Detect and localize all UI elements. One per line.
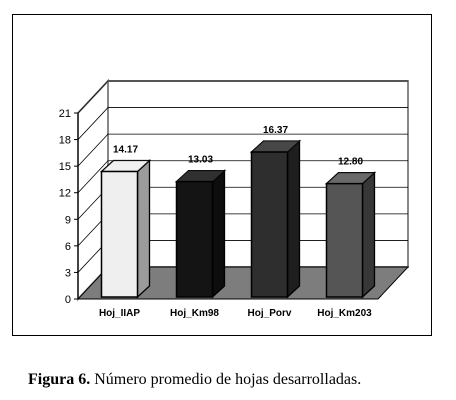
gridline <box>77 107 408 140</box>
bar-hoj-km98: 13.03 <box>174 155 227 299</box>
caption-text: Número promedio de hojas desarrolladas. <box>94 371 362 388</box>
bar-top-highlight <box>176 170 225 182</box>
x-tick-label: Hoj_Porv <box>248 308 292 319</box>
y-tick-label: 18 <box>59 135 71 147</box>
gridline <box>77 80 408 114</box>
chart-frame: 0 3 6 9 12 15 18 21 14.17 Hoj_IIAP 13.03 Hoj_Km98 16… <box>12 14 432 336</box>
data-label: 16.37 <box>263 125 288 136</box>
y-tick-label: 6 <box>65 241 71 253</box>
bar-side-shade <box>287 141 300 297</box>
bar-side-shade <box>137 160 150 297</box>
data-label: 13.03 <box>188 155 213 166</box>
x-tick-label: Hoj_Km203 <box>317 308 372 319</box>
y-tick-label: 3 <box>65 267 71 279</box>
bar-front <box>325 182 364 298</box>
bar-chart: 0 3 6 9 12 15 18 21 14.17 Hoj_IIAP 13.03 Hoj_Km98 16… <box>59 78 410 319</box>
x-tick-label: Hoj_IIAP <box>99 308 140 319</box>
x-tick-label: Hoj_Km98 <box>170 308 219 319</box>
data-label: 12.80 <box>338 157 363 168</box>
bar-front <box>175 180 214 298</box>
bar-side-shade <box>212 170 225 297</box>
bar-hoj-iiap: 14.17 <box>99 144 152 299</box>
bar-side-shade <box>362 172 375 297</box>
bar-front <box>100 170 139 298</box>
bar-top-highlight <box>101 160 150 172</box>
caption-label: Figura 6. <box>28 371 91 388</box>
y-tick-label: 15 <box>59 161 71 173</box>
bar-hoj-km203: 12.80 <box>324 157 377 299</box>
figure-caption: Figura 6. Número promedio de hojas desar… <box>28 371 448 389</box>
y-tick-label: 21 <box>59 108 71 120</box>
bar-top-highlight <box>251 141 300 153</box>
data-label: 14.17 <box>113 144 138 155</box>
bar-hoj-porv: 16.37 <box>249 125 302 299</box>
y-tick-label: 9 <box>65 214 71 226</box>
y-tick-label: 0 <box>65 294 71 306</box>
y-tick-label: 12 <box>59 188 71 200</box>
gridline <box>77 133 408 167</box>
gridline <box>77 160 408 193</box>
bar-front <box>250 151 289 298</box>
bar-top-highlight <box>326 172 375 184</box>
